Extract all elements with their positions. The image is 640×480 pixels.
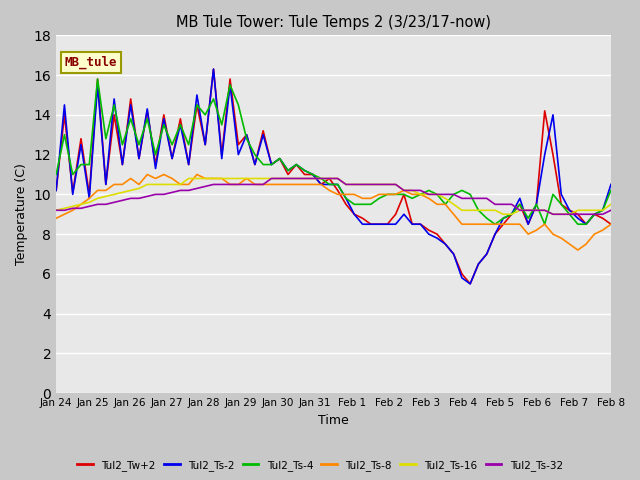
Text: MB_tule: MB_tule [65, 56, 117, 69]
Y-axis label: Temperature (C): Temperature (C) [15, 163, 28, 265]
Title: MB Tule Tower: Tule Temps 2 (3/23/17-now): MB Tule Tower: Tule Temps 2 (3/23/17-now… [176, 15, 491, 30]
X-axis label: Time: Time [318, 414, 349, 427]
Legend: Tul2_Tw+2, Tul2_Ts-2, Tul2_Ts-4, Tul2_Ts-8, Tul2_Ts-16, Tul2_Ts-32: Tul2_Tw+2, Tul2_Ts-2, Tul2_Ts-4, Tul2_Ts… [73, 456, 567, 475]
